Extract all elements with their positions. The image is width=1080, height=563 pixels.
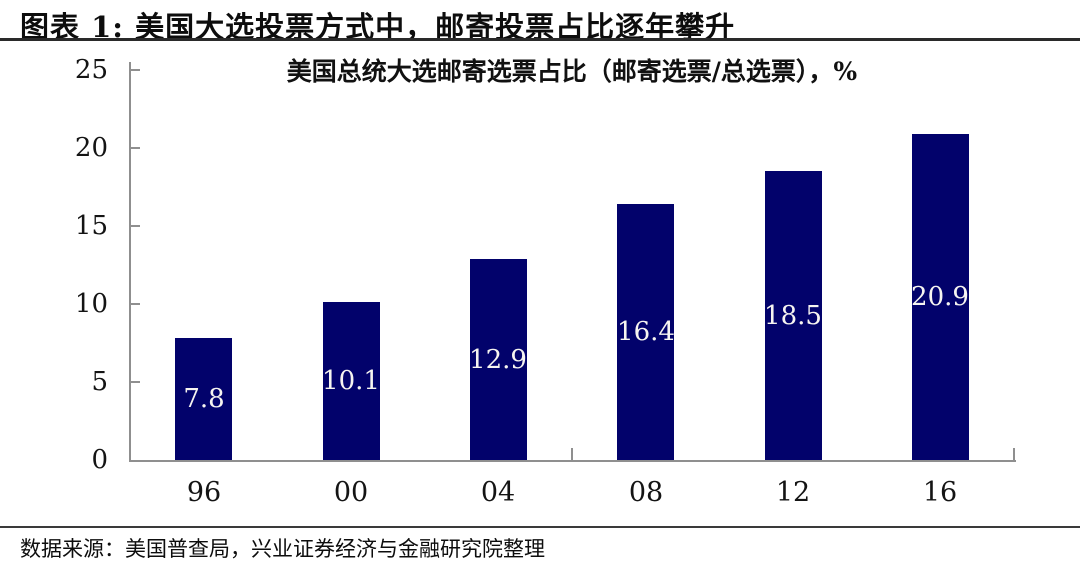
x-axis-boundary-tick	[571, 448, 573, 460]
bar-value-label: 12.9	[469, 345, 527, 375]
y-axis-tick-label: 15	[74, 211, 108, 241]
bar	[470, 259, 527, 460]
x-axis-tick-label: 08	[628, 477, 664, 508]
footer-divider	[0, 526, 1080, 528]
y-axis-tick-label: 20	[74, 133, 108, 163]
x-axis-line	[129, 460, 1016, 462]
bar-value-label: 16.4	[617, 317, 675, 347]
data-source: 数据来源：美国普查局，兴业证券经济与金融研究院整理	[20, 537, 545, 561]
chart-title: 美国总统大选邮寄选票占比（邮寄选票/总选票），%	[286, 57, 858, 86]
y-axis-tick	[131, 303, 140, 305]
bar-value-label: 18.5	[764, 301, 822, 331]
bar	[765, 171, 822, 460]
bar-value-label: 7.8	[183, 384, 225, 414]
x-axis-tick-label: 96	[186, 477, 222, 508]
y-axis-tick-label: 5	[91, 367, 108, 397]
bar-value-label: 20.9	[911, 282, 969, 312]
y-axis-tick	[131, 381, 140, 383]
bar	[323, 302, 380, 460]
y-axis-tick	[131, 69, 140, 71]
x-axis-tick-label: 16	[922, 477, 958, 508]
x-axis-tick-label: 12	[775, 477, 811, 508]
bar-value-label: 10.1	[322, 366, 380, 396]
x-axis-tick-label: 04	[480, 477, 516, 508]
bar	[912, 134, 969, 460]
y-axis-tick-label: 0	[91, 445, 108, 475]
y-axis-tick-label: 25	[74, 55, 108, 85]
x-axis-boundary-tick	[1013, 448, 1015, 460]
y-axis-tick	[131, 147, 140, 149]
bar	[175, 338, 232, 460]
bar	[617, 204, 674, 460]
y-axis-tick	[131, 225, 140, 227]
y-axis-tick-label: 10	[74, 289, 108, 319]
y-axis-line	[129, 62, 131, 462]
header-divider	[0, 38, 1080, 41]
x-axis-tick-label: 00	[333, 477, 369, 508]
